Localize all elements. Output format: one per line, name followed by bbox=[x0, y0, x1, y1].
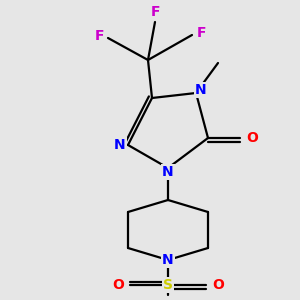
Text: N: N bbox=[114, 138, 126, 152]
Text: O: O bbox=[112, 278, 124, 292]
Text: O: O bbox=[212, 278, 224, 292]
Text: F: F bbox=[197, 26, 207, 40]
Text: F: F bbox=[95, 29, 105, 43]
Text: N: N bbox=[162, 165, 174, 179]
Text: N: N bbox=[195, 83, 207, 97]
Text: N: N bbox=[162, 253, 174, 267]
Text: F: F bbox=[150, 5, 160, 19]
Text: O: O bbox=[246, 131, 258, 145]
Text: S: S bbox=[163, 278, 173, 292]
